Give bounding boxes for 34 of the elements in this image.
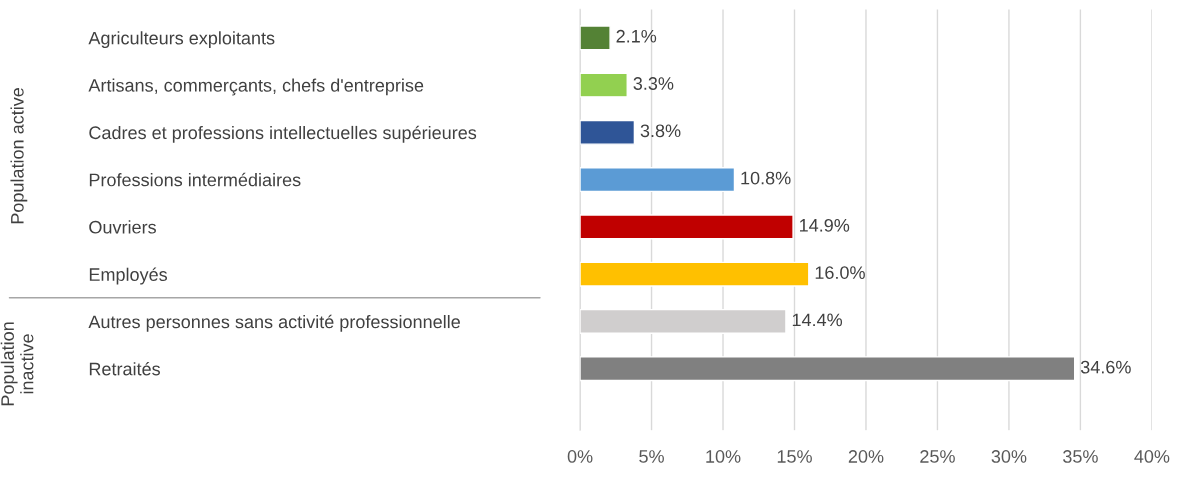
x-tick-label: 35%	[1063, 450, 1098, 463]
bar	[580, 119, 636, 145]
y-tick-label: Autres personnes sans activité professionnelle	[88, 314, 460, 332]
data-label: 16.0%	[815, 266, 865, 279]
y-tick-label: Cadres et professions intellectuelles supérieures	[89, 125, 477, 143]
x-tick-label: 20%	[848, 450, 884, 463]
bar	[580, 72, 628, 98]
x-tick-label: 40%	[1134, 450, 1170, 463]
x-tick-label: 25%	[920, 450, 955, 463]
y-tick-label: Artisans, commerçants, chefs d'entreprise	[88, 78, 424, 96]
data-label: 2.1%	[616, 29, 657, 43]
bar	[580, 261, 810, 287]
data-label: 14.4%	[792, 313, 843, 327]
x-tick-label: 30%	[991, 450, 1027, 463]
bar	[580, 25, 611, 51]
y-tick-label: Agriculteurs exploitants	[88, 31, 275, 49]
text: Population inactive	[0, 322, 34, 406]
data-label: 10.8%	[741, 171, 791, 185]
x-tick-label: 5%	[639, 450, 664, 463]
bar	[580, 356, 1076, 382]
data-label: 34.6%	[1080, 360, 1131, 374]
x-tick-label: 15%	[777, 450, 812, 463]
data-label: 3.8%	[640, 124, 681, 138]
bar	[580, 214, 794, 240]
y-tick-label: Employés	[89, 267, 168, 285]
text: Population active	[10, 88, 28, 224]
y-tick-label: Ouvriers	[89, 220, 156, 234]
data-label: 14.9%	[800, 218, 850, 232]
y-tick-label: Retraités	[89, 361, 160, 376]
x-tick-label: 10%	[706, 450, 741, 463]
data-label: 3.3%	[633, 77, 674, 90]
y-tick-label: Professions intermédiaires	[89, 172, 301, 187]
bar	[580, 167, 736, 193]
x-tick-label: 0%	[567, 450, 593, 463]
